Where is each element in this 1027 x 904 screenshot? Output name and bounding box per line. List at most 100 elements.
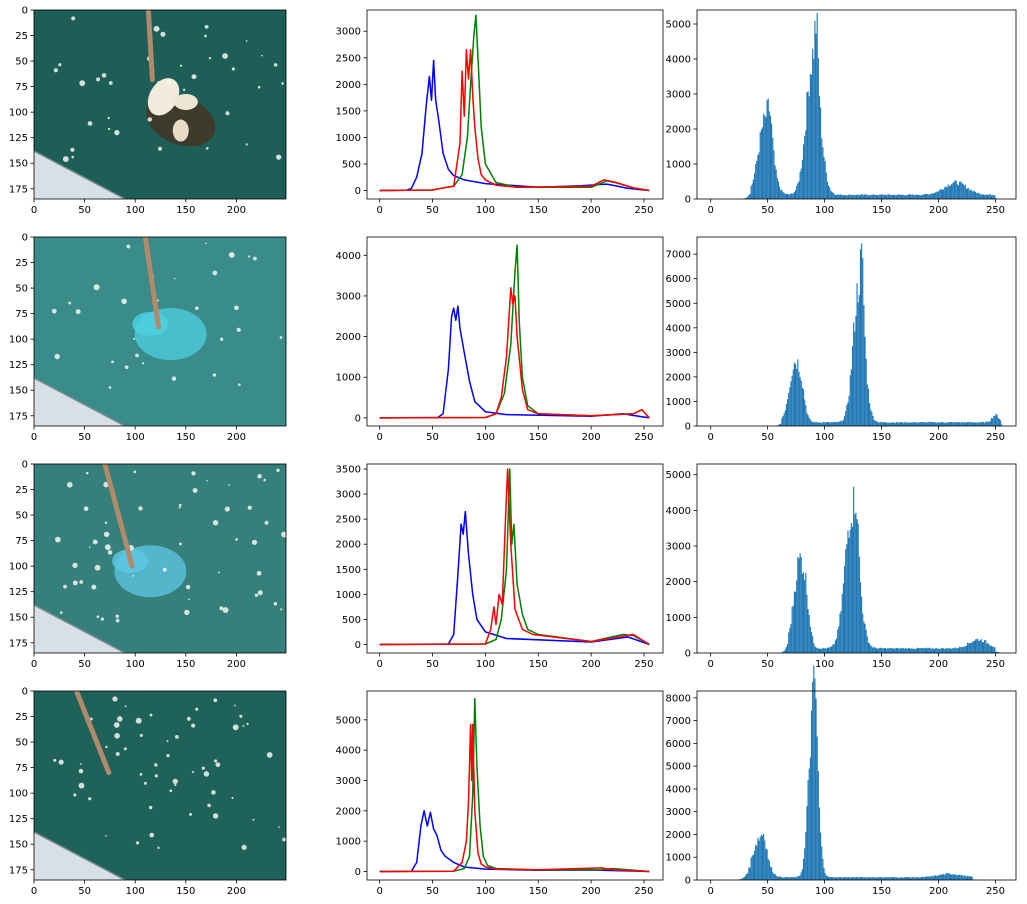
hist-4-bar bbox=[875, 877, 878, 880]
hist-4-bar bbox=[933, 875, 936, 880]
image-4-sparkle bbox=[213, 698, 218, 703]
hist-2-bar bbox=[931, 422, 933, 426]
hist-2-bar bbox=[780, 423, 782, 426]
hist-1-bar bbox=[805, 130, 807, 199]
hist-4-bar bbox=[853, 877, 855, 880]
hist-4-bar bbox=[905, 877, 907, 880]
hist-2-bar bbox=[843, 416, 846, 426]
image-1-sparkle bbox=[107, 116, 110, 120]
hist-4-y-tick-label: 4000 bbox=[666, 784, 691, 795]
image-4-sparkle bbox=[58, 759, 64, 765]
hist-4-bar bbox=[764, 840, 766, 880]
hist-4-bar bbox=[849, 877, 851, 880]
image-3-sparkle bbox=[104, 544, 111, 551]
hist-3-bar bbox=[940, 648, 942, 653]
hist-1-x-tick-label: 250 bbox=[986, 205, 1005, 216]
hist-1-bar bbox=[769, 115, 772, 199]
image-3-sparkle bbox=[83, 506, 89, 512]
hist-4-bar bbox=[904, 877, 906, 880]
hist-2-bar bbox=[798, 371, 800, 426]
image-4-sparkle bbox=[124, 705, 127, 708]
hist-1-bar bbox=[758, 152, 760, 199]
hist-3-y-tick-label: 1000 bbox=[666, 613, 691, 624]
image-4-sparkle bbox=[278, 826, 280, 828]
hist-3-bars bbox=[780, 486, 1003, 653]
hist-2-bar bbox=[919, 422, 921, 426]
image-2-y-tick-label: 125 bbox=[9, 360, 28, 371]
image-1-sparkle bbox=[222, 53, 229, 59]
hist-4-bar bbox=[767, 858, 769, 880]
image-4-sparkle bbox=[234, 704, 236, 707]
hist-3-bar bbox=[921, 648, 923, 653]
image-4-sparkle bbox=[166, 754, 170, 758]
hist-1-bar bbox=[872, 194, 874, 199]
line-4-x-tick-label: 50 bbox=[426, 886, 439, 897]
hist-1-bar bbox=[813, 58, 815, 199]
image-1-x-tick-label: 100 bbox=[126, 205, 145, 216]
image-2-y-tick-label: 150 bbox=[9, 386, 28, 397]
line-1-y-tick-label: 3000 bbox=[336, 27, 361, 38]
hist-3-bar bbox=[856, 519, 858, 653]
hist-1-bar bbox=[825, 172, 827, 199]
image-3-x-tick-label: 200 bbox=[227, 659, 246, 670]
hist-3-bar bbox=[789, 628, 791, 653]
hist-2-bar bbox=[985, 421, 987, 426]
line-1-y-tick-label: 2000 bbox=[336, 80, 361, 91]
hist-4-bar bbox=[826, 876, 829, 880]
hist-3-bar bbox=[928, 648, 930, 653]
hist-2-bar bbox=[928, 421, 930, 426]
hist-4-bar bbox=[954, 874, 956, 880]
hist-1-bar bbox=[914, 195, 916, 199]
hist-4-bar bbox=[757, 837, 759, 880]
line-4-x-tick-label: 200 bbox=[582, 886, 601, 897]
hist-4-bar bbox=[891, 877, 893, 880]
hist-1-bar bbox=[756, 160, 758, 199]
hist-3-bar bbox=[918, 648, 920, 653]
image-1-y-tick-label: 175 bbox=[9, 184, 28, 195]
hist-2-bar bbox=[926, 422, 928, 426]
hist-1-bar bbox=[973, 190, 975, 199]
image-4-y-tick-label: 50 bbox=[15, 738, 28, 749]
hist-4-bar bbox=[810, 710, 813, 880]
hist-4-bar bbox=[903, 877, 905, 880]
image-1-sparkle bbox=[204, 24, 209, 29]
image-1-sparkle bbox=[191, 74, 197, 80]
image-4-sparkle bbox=[186, 716, 191, 721]
hist-2-y-tick-label: 7000 bbox=[666, 250, 691, 261]
hist-4-bar bbox=[959, 874, 961, 880]
hist-2-bar bbox=[986, 421, 988, 426]
hist-1-bar bbox=[796, 185, 798, 199]
image-3-sparkle bbox=[188, 598, 190, 601]
line-3-y-tick-label: 500 bbox=[342, 615, 361, 626]
hist-1-x-tick-label: 200 bbox=[929, 205, 948, 216]
hist-4-bar bbox=[910, 877, 912, 880]
hist-1-bar bbox=[816, 13, 818, 200]
hist-4-bar bbox=[842, 877, 844, 880]
hist-4-bar bbox=[947, 873, 949, 880]
hist-4-bar bbox=[855, 877, 857, 880]
image-4-image bbox=[34, 691, 286, 880]
hist-4-bar bbox=[789, 877, 791, 880]
hist-4-bar bbox=[866, 877, 868, 880]
hist-3-bar bbox=[981, 641, 983, 653]
image-1-sparkle bbox=[58, 63, 62, 67]
image-3-sparkle bbox=[115, 618, 120, 623]
hist-3-bar bbox=[944, 649, 946, 653]
hist-4-bar bbox=[952, 874, 954, 880]
hist-4-bar bbox=[873, 877, 875, 880]
hist-2-bar bbox=[914, 421, 916, 426]
hist-3-bar bbox=[875, 648, 878, 653]
hist-3-bar bbox=[818, 648, 821, 653]
image-4-sparkle bbox=[189, 812, 192, 816]
hist-2-bar bbox=[818, 422, 821, 426]
hist-1-bar bbox=[928, 194, 930, 199]
hist-2-bar bbox=[828, 421, 830, 426]
image-4-sparkle bbox=[195, 707, 199, 711]
hist-2-bar bbox=[898, 422, 900, 426]
image-4-sparkle bbox=[105, 835, 107, 837]
hist-1-bar bbox=[867, 195, 870, 199]
hist-3-y-tick-label: 4000 bbox=[666, 506, 691, 517]
image-1-sparkle bbox=[275, 154, 282, 160]
image-2-sparkle bbox=[248, 255, 251, 258]
hist-3-bar bbox=[971, 642, 973, 653]
